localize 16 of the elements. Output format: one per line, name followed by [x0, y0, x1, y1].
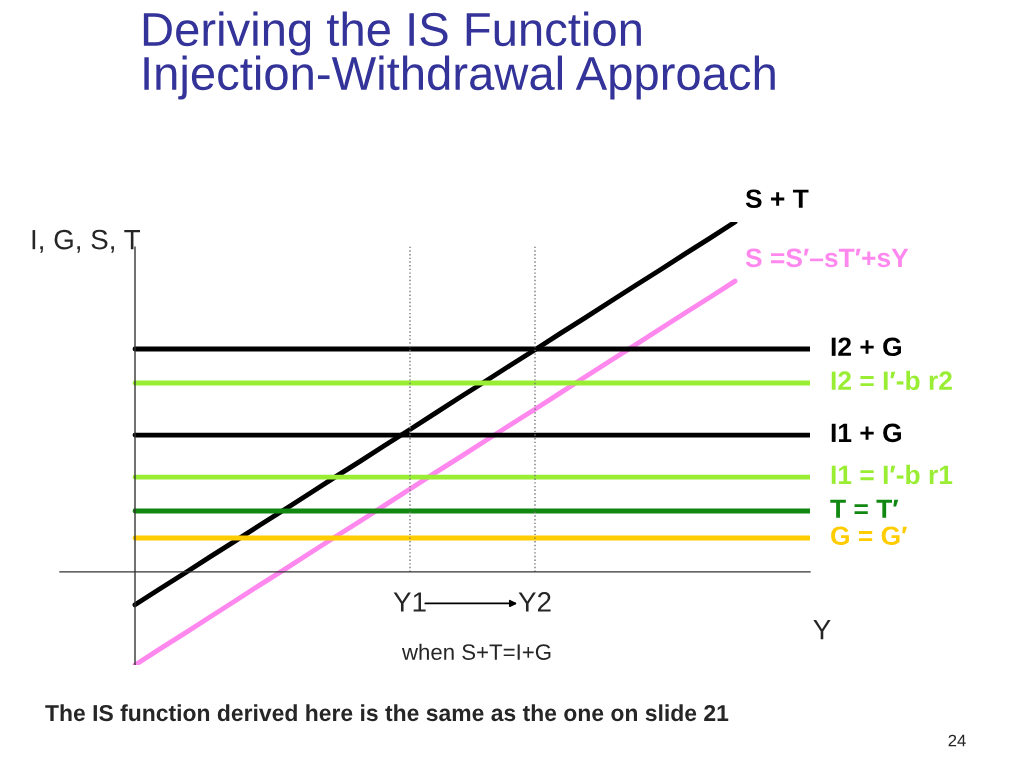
x-tick-label: Y1 [393, 592, 426, 612]
x-axis-title: Y [813, 620, 831, 640]
series-label: S =S′–sT′+sY [745, 248, 909, 268]
text: The IS function derived here is the same as the one on slide 21 [45, 704, 729, 722]
series-label: I2 = I′-b r2 [831, 370, 952, 391]
text: 24 [948, 734, 966, 747]
series-label: S + T [745, 189, 809, 209]
series-label: T = T′ [830, 499, 899, 518]
series-label: G = G′ [831, 526, 907, 546]
series-label: I2 + G [831, 337, 901, 357]
x-tick-label: Y2 [518, 592, 551, 612]
chart-title: Deriving the IS Function Injection-Withdrawal Approach [143, 11, 775, 100]
annotation: when S+T=I+G [401, 643, 551, 660]
y-axis-title: I, G, S, T [32, 229, 140, 253]
series-label: I1 = I′-b r1 [831, 464, 953, 485]
series-label: I1 + G [831, 423, 901, 443]
